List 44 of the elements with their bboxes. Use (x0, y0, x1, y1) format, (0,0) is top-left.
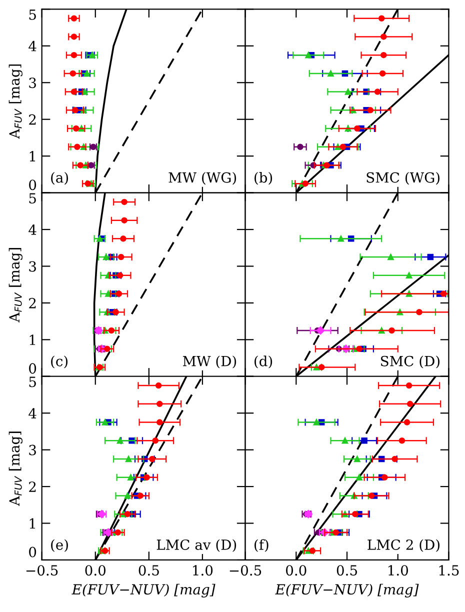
y-tick-label: 4 (28, 224, 36, 235)
x-tick-label: −0.5 (230, 565, 262, 576)
y-tick-label: 0 (29, 546, 36, 558)
annotation: (b) (254, 172, 272, 185)
x-axis-title: E(FUV−NUV) [mag] (275, 584, 419, 598)
y-tick-label: 1 (30, 334, 36, 345)
annotation: SMC (D) (381, 356, 440, 368)
y-axis-title: A$_{FUV}$ [mag] (8, 64, 22, 139)
x-tick-label: 0.5 (336, 565, 357, 576)
y-tick-label: 1 (30, 151, 36, 162)
y-tick-label: 5 (29, 193, 36, 204)
annotation: MW (WG) (168, 172, 236, 185)
y-tick-label: 4 (28, 40, 36, 52)
annotation: (a) (51, 172, 68, 185)
x-axis-title: E(FUV−NUV) [mag] (72, 584, 216, 598)
annotation: (d) (254, 356, 272, 368)
x-tick-label: 1.0 (388, 565, 408, 576)
y-tick-label: 5 (29, 10, 36, 20)
x-tick-label: 1.5 (439, 565, 459, 576)
annotation: SMC (WG) (366, 172, 440, 185)
y-tick-label: 2 (29, 482, 36, 492)
annotation: (e) (51, 539, 68, 552)
y-tick-label: 0 (29, 180, 36, 190)
y-tick-label: 3 (29, 444, 36, 456)
y-tick-label: 1 (30, 518, 36, 529)
x-tick-label: 0.5 (138, 565, 159, 576)
x-tick-label: 1.0 (193, 565, 213, 576)
y-axis-title: A$_{FUV}$ [mag] (8, 248, 22, 322)
y-tick-label: 2 (29, 114, 36, 125)
y-tick-label: 3 (29, 78, 36, 88)
y-tick-label: 2 (29, 298, 36, 308)
y-tick-label: 0 (29, 363, 36, 374)
annotation: LMC av (D) (156, 539, 236, 552)
annotation: LMC 2 (D) (368, 539, 440, 552)
y-tick-label: 5 (29, 376, 36, 388)
x-tick-label: −0.5 (26, 565, 58, 576)
x-tick-label: 0.0 (85, 565, 106, 576)
y-tick-label: 3 (29, 261, 36, 272)
annotation: MW (D) (182, 356, 236, 368)
annotation: (f) (254, 539, 268, 552)
y-axis-title: A$_{FUV}$ [mag] (8, 432, 22, 506)
x-tick-label: 0.0 (286, 565, 306, 576)
annotation: (c) (51, 356, 68, 368)
y-tick-label: 4 (28, 408, 36, 418)
